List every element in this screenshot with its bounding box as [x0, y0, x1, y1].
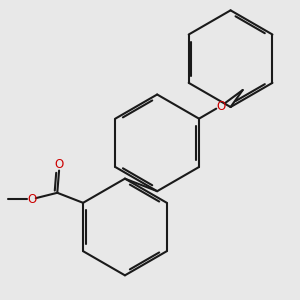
Text: O: O [216, 100, 225, 112]
Text: O: O [54, 158, 64, 171]
Text: O: O [27, 193, 36, 206]
